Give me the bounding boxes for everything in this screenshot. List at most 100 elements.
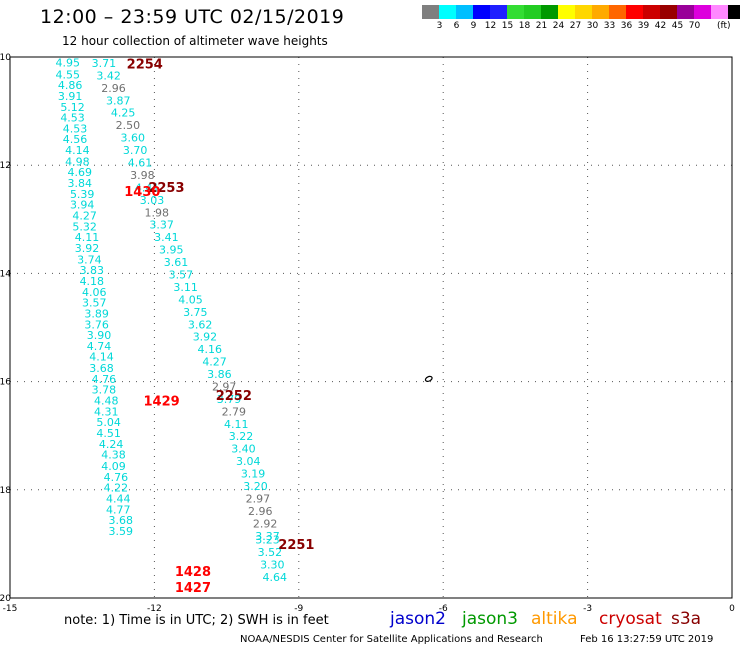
wave-height-label: 4.14 [65, 144, 90, 157]
colorbar-label: 6 [453, 21, 460, 31]
wave-height-label: 3.23 [255, 534, 280, 547]
wave-height-label: 3.22 [229, 430, 254, 443]
colorbar-swatch [507, 5, 524, 19]
colorbar-swatch [524, 5, 541, 19]
wave-height-label: 3.87 [106, 94, 131, 107]
colorbar-label: 24 [552, 21, 565, 31]
wave-height-label: 3.52 [258, 546, 283, 559]
wave-height-label: 4.11 [224, 418, 249, 431]
colorbar-label: 45 [671, 21, 684, 31]
colorbar-swatch [575, 5, 592, 19]
wave-height-label: 4.25 [111, 107, 136, 120]
wave-height-label: 4.22 [104, 482, 129, 495]
wave-height-label: 3.86 [207, 368, 232, 381]
colorbar-label: 9 [470, 21, 477, 31]
wave-height-label: 3.68 [89, 362, 114, 375]
wave-height-label: 3.71 [92, 57, 117, 70]
x-tick-label: 0 [729, 604, 735, 614]
y-tick-label: -10 [0, 53, 11, 63]
colorbar-swatch [677, 5, 694, 19]
wave-height-label: 4.05 [178, 293, 203, 306]
wave-height-label: 2.79 [222, 405, 247, 418]
map-subtitle: 12 hour collection of altimeter wave hei… [62, 34, 328, 48]
island-outline [424, 375, 433, 382]
wave-height-label: 4.98 [65, 155, 90, 168]
wave-height-label: 4.76 [92, 373, 117, 386]
map-note: note: 1) Time is in UTC; 2) SWH is in fe… [64, 613, 329, 628]
colorbar-label: 12 [484, 21, 497, 31]
wave-height-label: 3.95 [159, 244, 184, 257]
time-label: 1428 [175, 565, 211, 580]
legend-item-jason2: jason2 [390, 609, 446, 629]
wave-height-label: 4.69 [68, 166, 93, 179]
wave-height-label: 4.53 [60, 112, 85, 125]
legend-item-cryosat: cryosat [599, 609, 662, 629]
wave-height-label: 3.75 [183, 306, 208, 319]
wave-height-label: 3.76 [84, 318, 109, 331]
wave-height-label: 2.97 [246, 492, 271, 505]
x-tick-label: -9 [294, 604, 303, 614]
map-frame [9, 56, 733, 599]
wave-height-label: 3.83 [80, 264, 105, 277]
wave-height-label: 4.61 [128, 156, 153, 169]
wave-height-label: 4.77 [106, 503, 131, 516]
wave-height-label: 3.57 [82, 297, 107, 310]
colorbar-label: 70 [688, 21, 701, 31]
colorbar-swatch [694, 5, 711, 19]
legend-item-s3a: s3a [671, 609, 702, 629]
wave-height-label: 3.20 [243, 480, 268, 493]
wave-height-label: 3.94 [70, 199, 95, 212]
wave-height-label: 4.27 [72, 210, 97, 223]
wave-height-label: 4.06 [82, 286, 107, 299]
wave-height-label: 4.48 [94, 395, 119, 408]
time-label: 2254 [127, 57, 163, 72]
colorbar-label: 15 [501, 21, 514, 31]
wave-height-label: 4.09 [101, 460, 126, 473]
colorbar-swatch [456, 5, 473, 19]
colorbar-swatch [490, 5, 507, 19]
wave-height-label: 3.40 [231, 443, 256, 456]
wave-height-label: 5.32 [72, 220, 97, 233]
wave-height-label: 3.42 [96, 69, 121, 82]
map-title: 12:00 – 23:59 UTC 02/15/2019 [40, 6, 345, 28]
wave-height-label: 3.89 [84, 307, 109, 320]
time-label: 1429 [144, 395, 180, 410]
wave-height-label: 3.04 [236, 455, 261, 468]
time-label: 2253 [148, 181, 184, 196]
wave-height-label: 1.98 [145, 206, 170, 219]
x-tick-label: -15 [3, 604, 18, 614]
wave-height-label: 2.96 [101, 82, 126, 95]
wave-height-label: 4.27 [202, 356, 227, 369]
wave-height-label: 3.84 [68, 177, 93, 190]
colorbar-swatch [558, 5, 575, 19]
wave-height-label: 3.60 [120, 132, 145, 145]
wave-height-label: 3.62 [188, 318, 213, 331]
wave-height-label: 2.92 [253, 517, 278, 530]
wave-height-label: 3.74 [77, 253, 102, 266]
colorbar-label: 39 [637, 21, 650, 31]
colorbar-swatch [643, 5, 660, 19]
wave-height-label: 3.70 [123, 144, 148, 157]
wave-height-label: 5.12 [60, 101, 85, 114]
wave-height-label: 3.61 [164, 256, 189, 269]
time-label: 2252 [216, 389, 252, 404]
colorbar-label: 18 [518, 21, 531, 31]
colorbar-swatch [439, 5, 456, 19]
y-tick-label: -18 [0, 486, 11, 496]
wave-height-label: 4.95 [56, 56, 81, 69]
colorbar-label: 27 [569, 21, 582, 31]
x-tick-label: -12 [147, 604, 162, 614]
y-tick-label: -16 [0, 378, 11, 388]
colorbar-swatch [422, 5, 439, 19]
wave-height-label: 4.38 [101, 449, 126, 462]
wave-height-label: 3.19 [241, 468, 266, 481]
generation-timestamp: Feb 16 13:27:59 UTC 2019 [580, 634, 714, 645]
time-label: 2251 [278, 538, 314, 553]
credit-line: NOAA/NESDIS Center for Satellite Applica… [240, 634, 543, 645]
colorbar-swatch [711, 5, 728, 19]
wave-height-label: 3.59 [108, 525, 133, 538]
wave-height-label: 2.96 [248, 505, 273, 518]
wave-height-label: 5.04 [96, 416, 121, 429]
wave-height-label: 4.14 [89, 351, 114, 364]
